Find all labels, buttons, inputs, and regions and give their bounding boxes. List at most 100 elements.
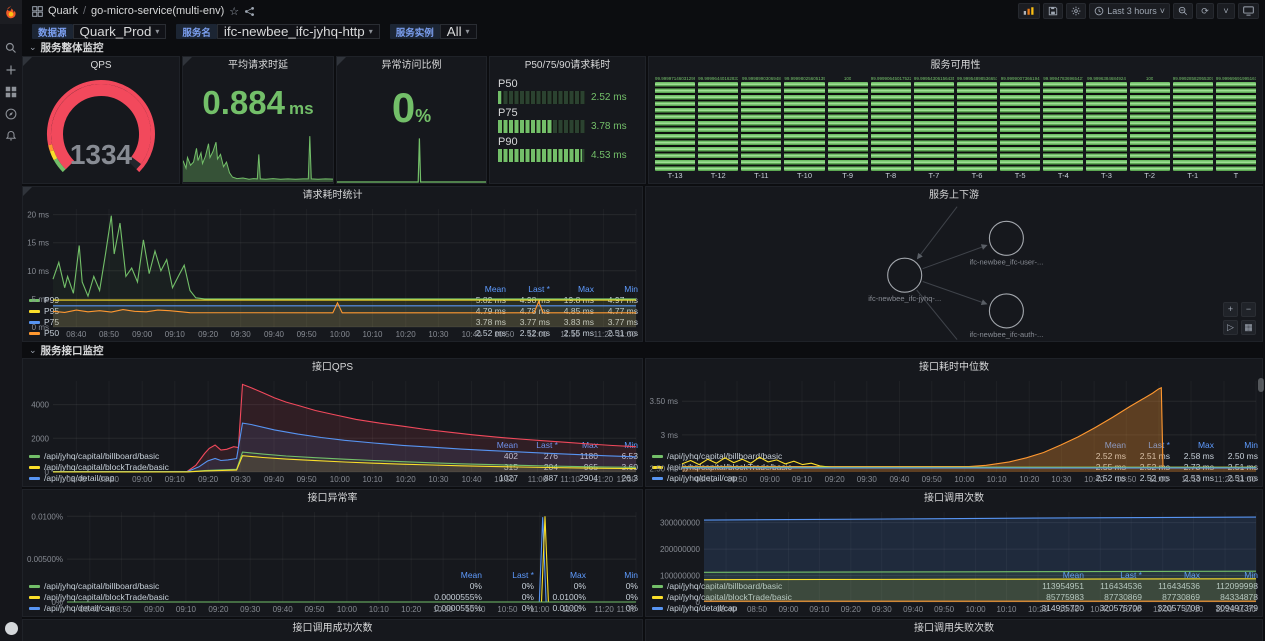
availability-value: 99.99998025605139: [784, 76, 825, 81]
pan-button[interactable]: ▷: [1223, 320, 1238, 335]
legend-row: /api/jyhq/capital/blockTrade/basic 857759…: [652, 592, 1258, 603]
panel-title[interactable]: 异常访问比例: [381, 60, 442, 71]
svg-text:11:30: 11:30: [1237, 605, 1257, 614]
svg-text:11:00: 11:00: [528, 330, 548, 339]
dashboards-icon[interactable]: [1, 82, 21, 102]
panel-info-corner-icon[interactable]: [183, 57, 192, 66]
breadcrumb-app[interactable]: Quark: [48, 5, 78, 17]
alerting-bell-icon[interactable]: [1, 126, 21, 146]
zoom-out-button[interactable]: −: [1241, 302, 1256, 317]
service-select[interactable]: ifc-newbee_ifc-jyhq-http ▾: [216, 24, 380, 39]
search-icon[interactable]: [1, 38, 21, 58]
legend-value: 402: [503, 451, 518, 461]
add-panel-button[interactable]: [1018, 3, 1041, 19]
legend-series-label[interactable]: /api/jyhq/capital/billboard/basic: [29, 451, 478, 462]
panel-title[interactable]: 服务上下游: [929, 190, 979, 201]
availability-led-bar: [698, 82, 739, 171]
panel-title[interactable]: 请求耗时统计: [302, 190, 363, 201]
panel-title[interactable]: P50/75/90请求耗时: [524, 60, 611, 71]
scrollbar-thumb[interactable]: [1258, 378, 1264, 392]
svg-text:08:50: 08:50: [727, 475, 748, 484]
api-calls-chart[interactable]: 0 100000000 200000000 300000000 08:40 08:50 09…: [646, 507, 1262, 614]
api-error-chart[interactable]: 0% 0.00500% 0.0100% 08:40 08:50 09:00 09:10 09:…: [23, 507, 642, 614]
legend-value: 84334878: [1220, 592, 1258, 602]
legend-series-label[interactable]: /api/jyhq/detail/cap: [29, 473, 478, 484]
series-color-swatch: [29, 607, 40, 610]
api-median-chart[interactable]: 2.50 ms 3 ms 3.50 ms 08:40 08:50 09:00 09:10 09…: [646, 376, 1262, 484]
zoom-out-button[interactable]: [1173, 3, 1193, 19]
panel-title[interactable]: 接口调用成功次数: [292, 623, 373, 634]
svg-text:11:30: 11:30: [617, 330, 637, 339]
panel-info-corner-icon[interactable]: [23, 57, 32, 66]
legend-value: 112099998: [1216, 581, 1258, 591]
legend-series-label[interactable]: /api/jyhq/capital/blockTrade/basic: [652, 592, 1026, 603]
legend-series-label[interactable]: P95: [29, 306, 462, 317]
svg-text:08:50: 08:50: [112, 605, 133, 614]
service-topology-graph[interactable]: ifc-newbee_ifc-jyhq-... ifc-newbee_ifc-us…: [646, 204, 1262, 341]
breadcrumb-dashboard[interactable]: go-micro-service(multi-env): [91, 5, 225, 17]
panel-info-corner-icon[interactable]: [337, 57, 346, 66]
panel-title[interactable]: 平均请求时延: [228, 60, 288, 71]
legend-series-label[interactable]: /api/jyhq/capital/blockTrade/basic: [29, 462, 478, 473]
explore-compass-icon[interactable]: [1, 104, 21, 124]
instance-select[interactable]: All ▾: [439, 24, 477, 39]
legend-series-label[interactable]: /api/jyhq/capital/billboard/basic: [652, 451, 1082, 462]
section-api-header[interactable]: ⌄ 服务接口监控: [29, 344, 104, 357]
panel-availability: 服务可用性 99.99997146031299 T-13 99.99996440…: [648, 56, 1263, 184]
legend-value: 2.51 ms: [1227, 473, 1258, 483]
legend-row: /api/jyhq/detail/cap 2.52 ms 2.52 ms 2.53 m…: [652, 473, 1258, 484]
zoom-in-button[interactable]: +: [1223, 302, 1238, 317]
panel-title[interactable]: 服务可用性: [930, 60, 981, 71]
availability-bucket-label: T: [1233, 171, 1239, 180]
settings-gear-button[interactable]: [1066, 3, 1087, 19]
panel-title[interactable]: 接口调用次数: [924, 493, 984, 504]
legend-series-label[interactable]: /api/jyhq/detail/cap: [652, 603, 1026, 614]
legend-series-label[interactable]: /api/jyhq/detail/cap: [652, 473, 1082, 484]
collapse-caret-icon: ⌄: [29, 42, 37, 52]
refresh-button[interactable]: ⟳: [1196, 3, 1214, 19]
user-avatar[interactable]: [4, 622, 18, 635]
legend-row: /api/jyhq/capital/billboard/basic 402 276 1…: [29, 451, 638, 462]
panel-title[interactable]: 接口耗时中位数: [919, 362, 989, 373]
datasource-select[interactable]: Quark_Prod ▾: [72, 24, 167, 39]
svg-text:ifc-newbee_ifc-auth-...: ifc-newbee_ifc-auth-...: [970, 330, 1044, 339]
time-range-label: Last 3 hours: [1107, 6, 1157, 16]
kiosk-tv-button[interactable]: [1238, 3, 1259, 19]
series-color-swatch: [29, 455, 40, 458]
time-range-picker[interactable]: Last 3 hours ˅: [1089, 3, 1170, 19]
panel-info-corner-icon[interactable]: [23, 187, 32, 196]
availability-value: 99.99990645017522: [870, 76, 911, 81]
legend-series-label[interactable]: /api/jyhq/capital/billboard/basic: [29, 581, 430, 592]
add-icon[interactable]: [1, 60, 21, 80]
svg-text:11:10: 11:10: [1181, 475, 1201, 484]
panel-title[interactable]: QPS: [90, 60, 112, 71]
share-icon[interactable]: [244, 6, 255, 17]
star-icon[interactable]: ☆: [229, 5, 240, 18]
grafana-logo-icon[interactable]: [0, 0, 22, 24]
svg-text:08:50: 08:50: [747, 605, 768, 614]
legend-series-label[interactable]: /api/jyhq/detail/cap: [29, 603, 430, 614]
panel-title[interactable]: 接口异常率: [307, 493, 358, 504]
legend-series-label[interactable]: /api/jyhq/capital/blockTrade/basic: [29, 592, 430, 603]
led-bar-gauge: [498, 91, 585, 104]
section-overall-header[interactable]: ⌄ 服务整体监控: [29, 42, 104, 54]
save-button[interactable]: [1043, 3, 1064, 19]
legend-series-label[interactable]: P75: [29, 317, 462, 328]
api-qps-chart[interactable]: 0 2000 4000 08:40 08:50 09:00 09:10 09:20 09:30 0…: [23, 376, 642, 484]
latency-stats-chart[interactable]: 0 ms 5 ms 10 ms 15 ms 20 ms 08:40 08:50 09:00 09…: [23, 204, 642, 339]
legend-series-label[interactable]: P50: [29, 328, 462, 339]
svg-text:09:50: 09:50: [922, 475, 943, 484]
refresh-interval-dropdown[interactable]: ˅: [1217, 3, 1235, 19]
availability-bar-gauges: 99.99997146031299 T-13 99.99996440162833…: [649, 74, 1262, 183]
svg-text:ifc-newbee_ifc-user-...: ifc-newbee_ifc-user-...: [970, 257, 1044, 266]
svg-text:11:20: 11:20: [594, 475, 614, 484]
panel-title[interactable]: 接口QPS: [311, 362, 354, 373]
legend-series-label[interactable]: /api/jyhq/capital/billboard/basic: [652, 581, 1026, 592]
layout-grid-button[interactable]: ▦: [1241, 320, 1256, 335]
svg-text:10:40: 10:40: [465, 605, 486, 614]
svg-text:4000: 4000: [31, 401, 49, 410]
panel-title[interactable]: 接口调用失败次数: [914, 623, 994, 634]
legend-series-label[interactable]: P99: [29, 295, 462, 306]
